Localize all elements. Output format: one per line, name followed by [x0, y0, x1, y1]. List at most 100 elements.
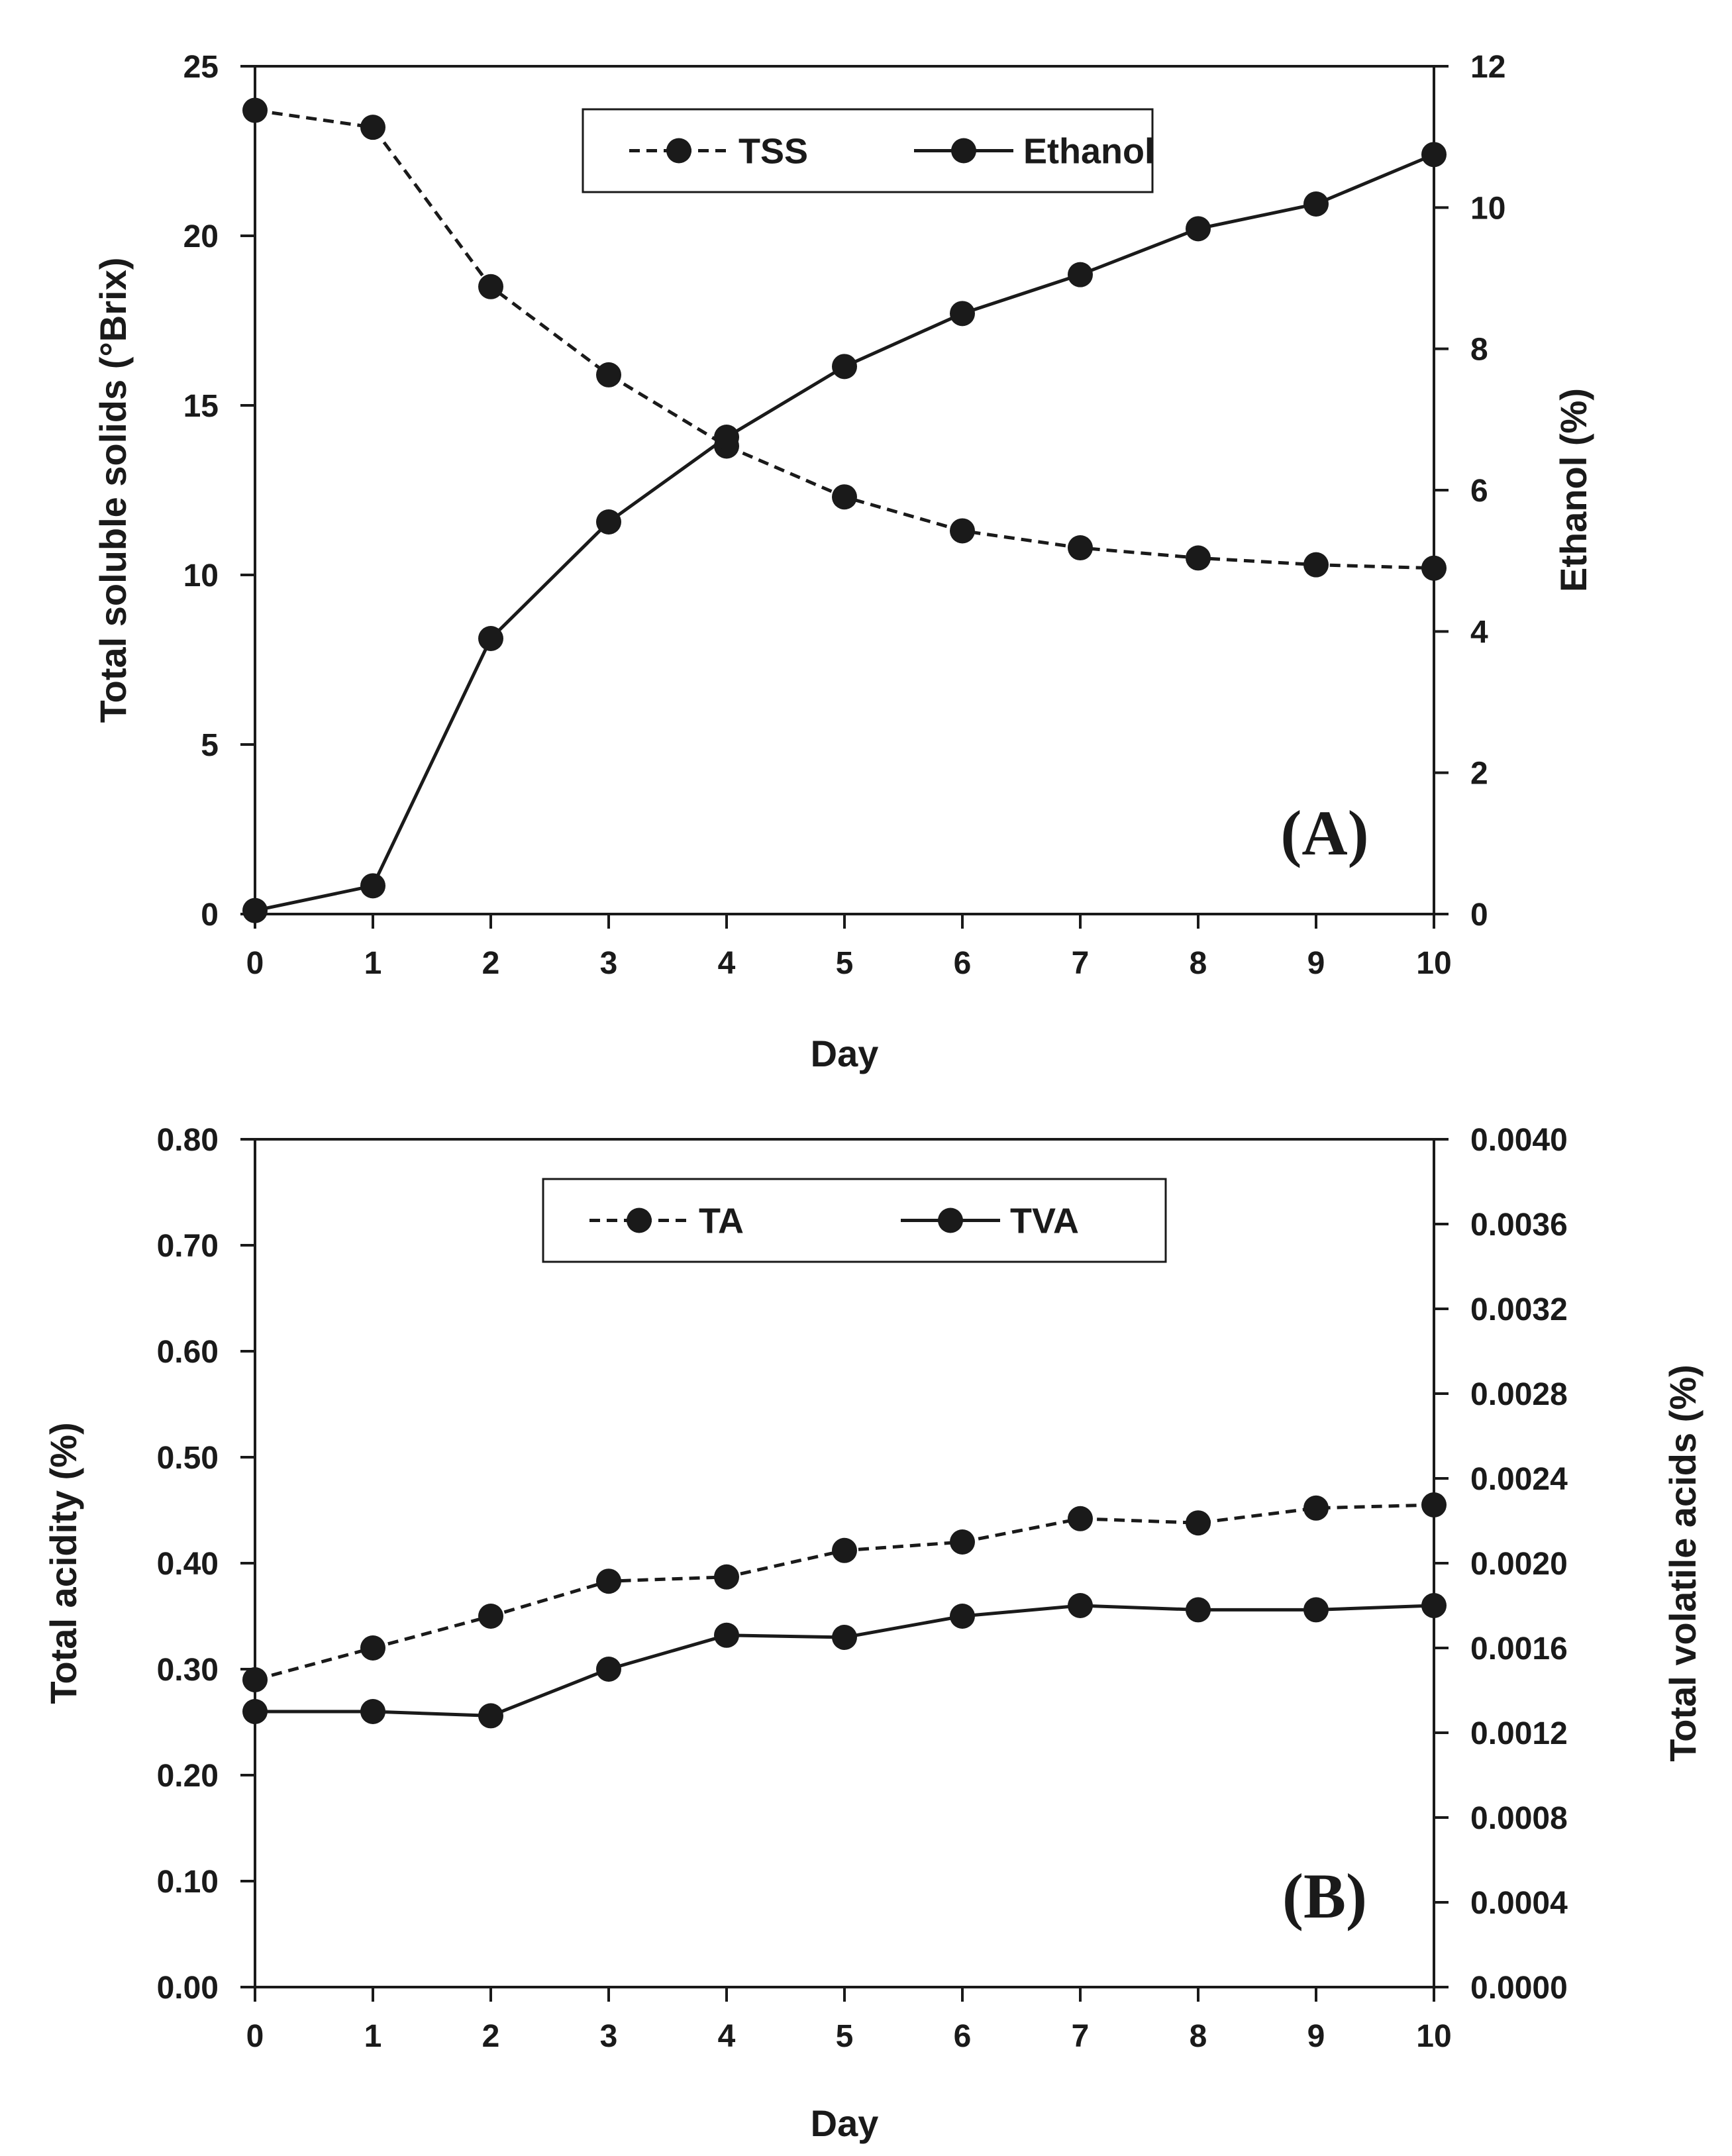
data-point-ethanol — [950, 301, 975, 327]
x-tick-label: 1 — [364, 946, 382, 981]
chart-panel-1: 0 1 2 3 4 5 6 7 8 9 10 0.00 0.10 0.20 0.30 0.40 0.50 0.60… — [42, 1123, 1704, 2144]
data-point-ta — [1186, 1510, 1211, 1536]
data-point-ethanol — [242, 898, 268, 923]
data-point-tva — [360, 1699, 385, 1724]
data-point-tss — [1068, 535, 1093, 561]
legend-marker-tva — [938, 1207, 963, 1233]
data-point-tss — [1186, 545, 1211, 571]
x-tick-label: 9 — [1307, 2019, 1325, 2054]
panel-label: (A) — [1280, 797, 1368, 868]
x-axis-title: Day — [811, 1033, 879, 1074]
y-left-axis-title: Total acidity (%) — [42, 1422, 84, 1704]
legend-label-ta: TA — [699, 1202, 744, 1241]
y-right-tick-label: 0.0036 — [1470, 1207, 1568, 1243]
data-point-ethanol — [1186, 216, 1211, 242]
legend-marker-ethanol — [951, 138, 976, 164]
x-tick-label: 3 — [600, 946, 618, 981]
x-tick-label: 8 — [1190, 2019, 1207, 2054]
x-tick-label: 8 — [1190, 946, 1207, 981]
y-right-tick-label: 0.0012 — [1470, 1716, 1568, 1751]
y-right-tick-label: 0.0004 — [1470, 1886, 1568, 1921]
data-point-ta — [242, 1667, 268, 1692]
x-tick-label: 3 — [600, 2019, 618, 2054]
y-right-axis-title: Ethanol (%) — [1553, 388, 1594, 592]
data-point-tss — [832, 484, 857, 510]
data-point-ethanol — [360, 873, 385, 899]
y-left-tick-label: 5 — [201, 728, 219, 763]
x-tick-label: 7 — [1072, 2019, 1090, 2054]
data-point-ta — [478, 1604, 503, 1629]
legend-marker-ta — [627, 1207, 652, 1233]
data-point-tss — [360, 115, 385, 140]
legend-label-tva: TVA — [1010, 1202, 1079, 1241]
series-line-ta — [254, 1503, 1435, 1682]
x-tick-label: 5 — [836, 946, 854, 981]
series-line-tva — [255, 1604, 1435, 1718]
data-point-ethanol — [1421, 142, 1447, 168]
y-right-tick-label: 0.0016 — [1470, 1631, 1568, 1667]
x-tick-label: 6 — [954, 946, 972, 981]
x-tick-label: 4 — [718, 946, 736, 981]
data-point-tva — [242, 1699, 268, 1724]
data-point-ta — [714, 1564, 739, 1590]
chart-panel-0: 0 1 2 3 4 5 6 7 8 9 100510152025024681012DayTotal … — [92, 50, 1594, 1074]
x-tick-label: 4 — [718, 2019, 736, 2054]
x-tick-label: 2 — [482, 2019, 500, 2054]
y-left-tick-label: 0.40 — [157, 1547, 219, 1582]
y-left-axis-title: Total soluble solids (°Brix) — [92, 258, 134, 723]
data-point-tva — [714, 1622, 739, 1648]
data-point-ta — [1421, 1492, 1447, 1517]
data-point-ta — [596, 1568, 621, 1594]
data-point-ethanol — [1068, 262, 1093, 287]
y-right-axis-title: Total volatile acids (%) — [1662, 1364, 1704, 1762]
y-right-tick-label: 6 — [1470, 474, 1488, 509]
data-point-ta — [360, 1635, 385, 1661]
series-line-ethanol — [254, 153, 1435, 913]
x-tick-label: 1 — [364, 2019, 382, 2054]
y-left-tick-label: 15 — [183, 389, 219, 424]
y-right-tick-label: 2 — [1470, 756, 1488, 792]
data-point-tss — [1421, 555, 1447, 581]
y-right-tick-label: 0.0040 — [1470, 1123, 1568, 1158]
x-tick-label: 5 — [836, 2019, 854, 2054]
data-point-tss — [242, 97, 268, 123]
y-left-tick-label: 0 — [201, 898, 219, 933]
y-left-tick-label: 0.70 — [157, 1229, 219, 1264]
data-point-ta — [950, 1529, 975, 1555]
data-point-tss — [596, 362, 621, 387]
y-left-tick-label: 0.10 — [157, 1865, 219, 1900]
data-point-tva — [596, 1657, 621, 1682]
x-tick-label: 0 — [246, 2019, 264, 2054]
y-left-tick-label: 0.80 — [157, 1123, 219, 1158]
x-tick-label: 10 — [1416, 946, 1451, 981]
y-right-tick-label: 4 — [1470, 615, 1488, 650]
x-axis-title: Day — [811, 2102, 879, 2144]
y-left-tick-label: 0.60 — [157, 1335, 219, 1370]
y-right-tick-label: 0 — [1470, 898, 1488, 933]
y-right-tick-label: 8 — [1470, 333, 1488, 368]
data-point-tva — [950, 1604, 975, 1629]
panel-label: (B) — [1282, 1861, 1367, 1931]
y-left-tick-label: 20 — [183, 219, 219, 254]
x-tick-label: 9 — [1307, 946, 1325, 981]
data-point-tva — [1068, 1593, 1093, 1618]
y-right-tick-label: 0.0024 — [1470, 1462, 1568, 1497]
data-point-ta — [1303, 1495, 1329, 1521]
y-left-tick-label: 0.50 — [157, 1441, 219, 1476]
y-right-tick-label: 12 — [1470, 50, 1505, 85]
x-tick-label: 2 — [482, 946, 500, 981]
data-point-ethanol — [1303, 191, 1329, 217]
x-tick-label: 0 — [246, 946, 264, 981]
y-right-tick-label: 0.0000 — [1470, 1971, 1568, 2006]
y-left-tick-label: 25 — [183, 50, 219, 85]
y-left-tick-label: 0.20 — [157, 1759, 219, 1794]
data-point-ethanol — [714, 425, 739, 450]
data-point-tss — [478, 274, 503, 299]
y-right-tick-label: 10 — [1470, 191, 1505, 226]
y-left-tick-label: 0.00 — [157, 1971, 219, 2006]
legend-label-tss: TSS — [739, 132, 808, 172]
plot-frame — [254, 1138, 1435, 1988]
data-point-tva — [1186, 1597, 1211, 1623]
y-right-tick-label: 0.0028 — [1470, 1377, 1568, 1412]
